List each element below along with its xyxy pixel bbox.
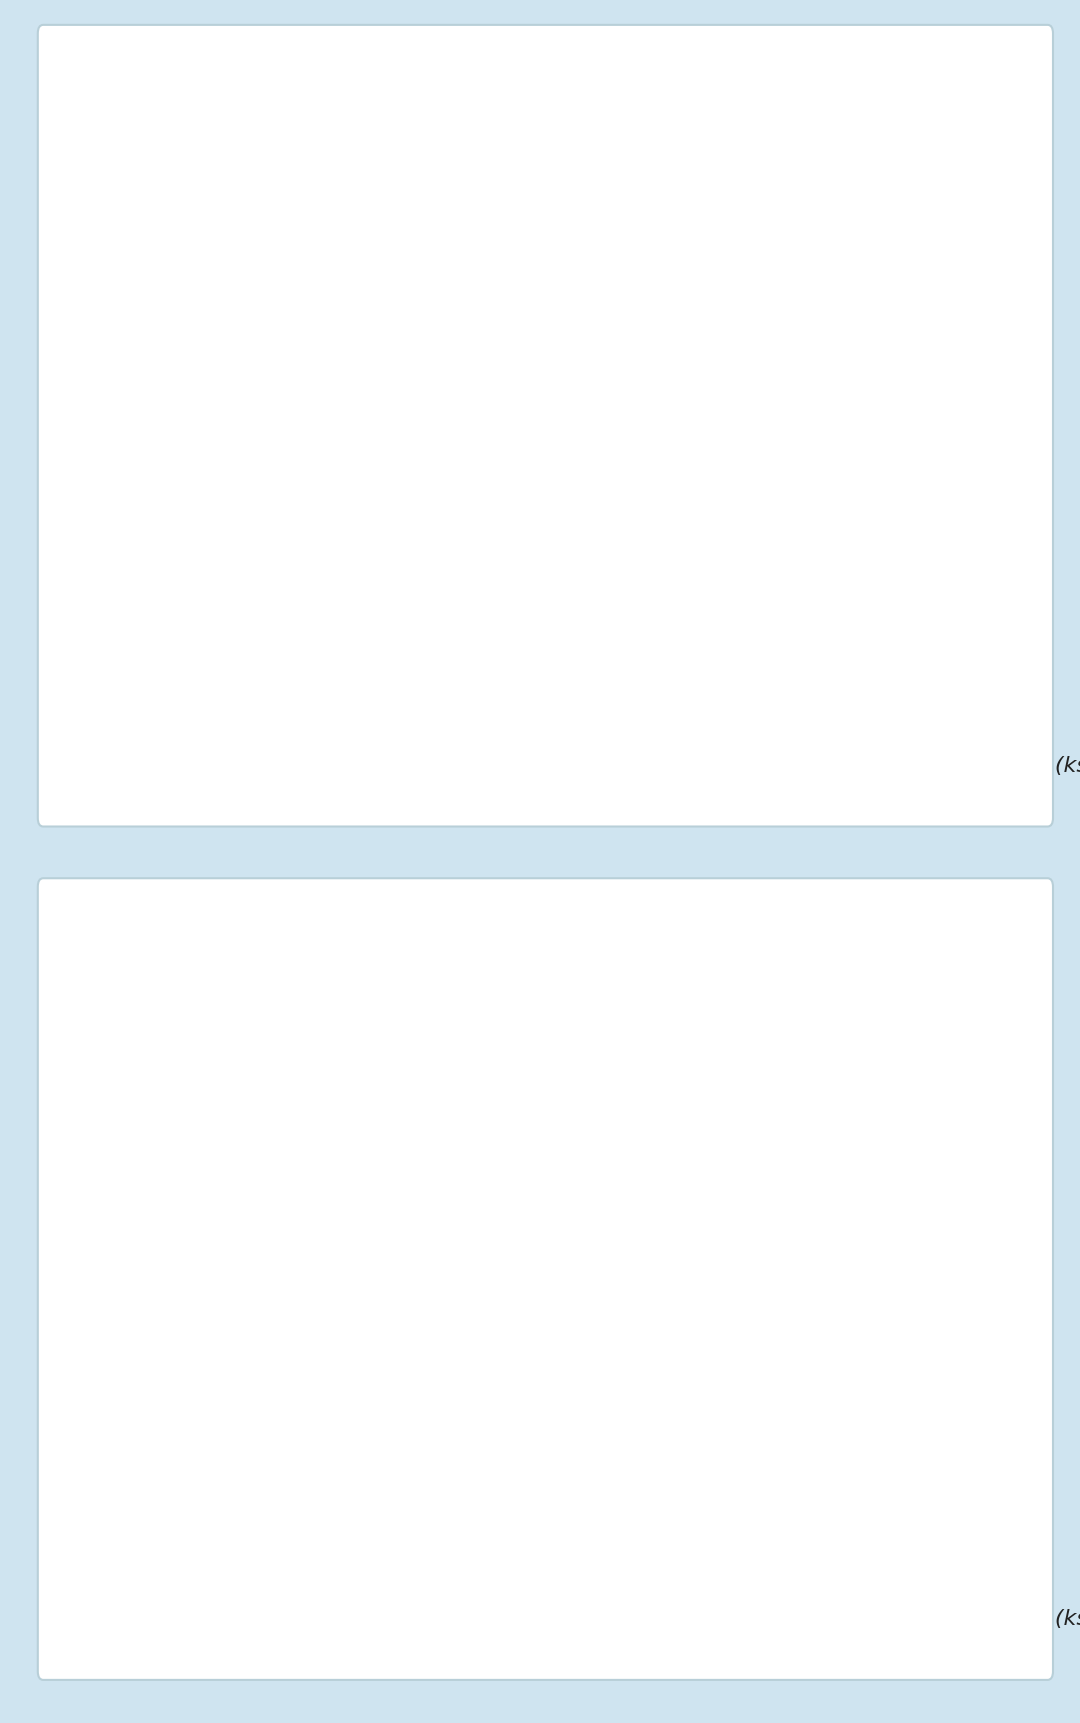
Text: t (ks): t (ks) xyxy=(1039,1608,1080,1628)
Text: $\mathit{v}$ (V): $\mathit{v}$ (V) xyxy=(45,81,98,103)
Text: t (ks): t (ks) xyxy=(1039,755,1080,775)
Text: $\mathit{i}$ (A): $\mathit{i}$ (A) xyxy=(45,934,91,956)
